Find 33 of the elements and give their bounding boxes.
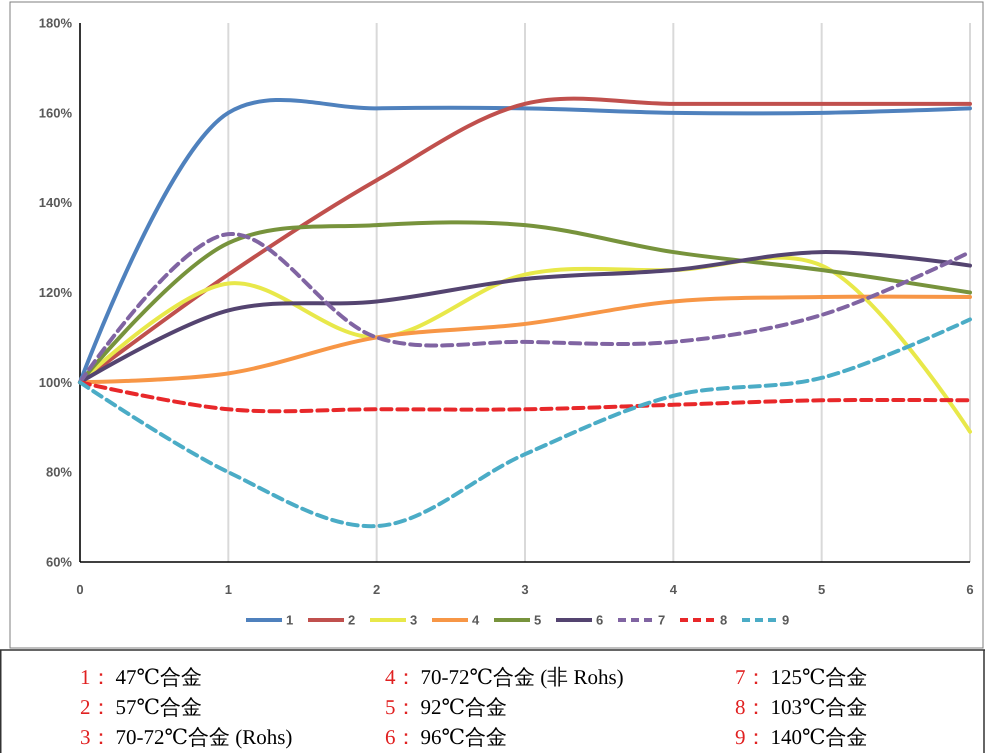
- legend-label: 2: [348, 612, 356, 628]
- x-tick-label: 1: [224, 582, 232, 597]
- legend-label: 6: [596, 612, 604, 628]
- legend-label: 7: [658, 612, 666, 628]
- text: 1：47℃合金: [80, 665, 202, 689]
- x-tick-label: 6: [966, 582, 974, 597]
- x-tick-label: 2: [373, 582, 380, 597]
- legend-label: 1: [286, 612, 294, 628]
- text: 2：57℃合金: [80, 695, 202, 719]
- y-tick-label: 100%: [38, 374, 72, 390]
- y-tick-label: 160%: [38, 105, 72, 120]
- x-tick-label: 0: [76, 582, 84, 597]
- legend-label: 9: [782, 612, 790, 628]
- line-series: [78, 317, 972, 528]
- text: 7：125℃合金: [735, 665, 868, 689]
- x-tick-label: 4: [670, 582, 678, 597]
- text: 4：70-72℃合金 (非 Rohs): [385, 665, 624, 689]
- legend-label: 5: [534, 612, 542, 628]
- text: 6：96℃合金: [385, 725, 507, 749]
- y-tick-label: 180%: [38, 16, 72, 31]
- y-tick-label: 60%: [46, 554, 72, 570]
- legend-label: 4: [472, 612, 480, 628]
- y-tick-label: 120%: [38, 285, 72, 300]
- y-tick-label: 140%: [38, 195, 72, 210]
- x-tick-label: 3: [521, 582, 529, 597]
- legend-label: 3: [410, 612, 418, 628]
- text: 8：103℃合金: [735, 695, 868, 719]
- text: 9：140℃合金: [735, 725, 868, 749]
- legend-label: 8: [720, 612, 728, 628]
- y-tick-label: 80%: [46, 464, 72, 480]
- text: 3：70-72℃合金 (Rohs): [80, 725, 292, 749]
- text: 5：92℃合金: [385, 695, 507, 719]
- x-tick-label: 5: [818, 582, 826, 597]
